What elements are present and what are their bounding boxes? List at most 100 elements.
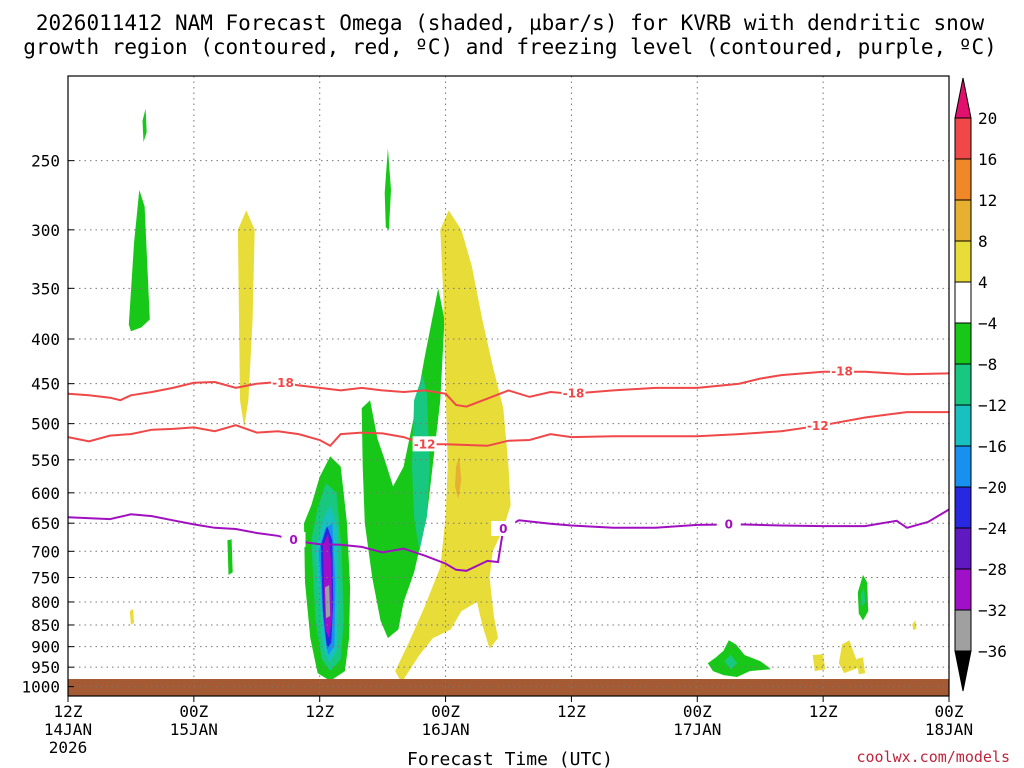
omega-region-yellow-small-835 xyxy=(129,609,135,625)
omega-region-green-upper-left xyxy=(128,189,150,332)
contour-label: -12 xyxy=(807,419,829,433)
contour-label-bg xyxy=(271,374,296,390)
y-tick-label: 350 xyxy=(31,279,60,298)
contour-line--12 xyxy=(67,411,949,448)
colorbar-label: 20 xyxy=(978,109,997,128)
y-tick-label: 550 xyxy=(31,451,60,470)
colorbar-bin xyxy=(954,322,972,365)
colorbar: 20 16 12 8 4 −4 −8 −12 −16 −20 −24 −28 −32 −36 xyxy=(954,77,1007,692)
colorbar-bin xyxy=(954,445,972,488)
x-tick-date-label: 18JAN xyxy=(925,720,973,739)
omega-region-teal-mid-plume xyxy=(412,375,430,552)
y-tick-label: 400 xyxy=(31,330,60,349)
contour-label: -18 xyxy=(563,386,585,400)
colorbar-label: −20 xyxy=(978,478,1007,497)
y-tick-label: 650 xyxy=(31,514,60,533)
contour-label-bg xyxy=(491,520,516,536)
credit-text: coolwx.com/models xyxy=(856,748,1010,766)
colorbar-label: −32 xyxy=(978,601,1007,620)
colorbar-bin xyxy=(954,158,972,201)
omega-region-teal-right-column xyxy=(860,587,866,607)
chart-title-line2: growth region (contoured, red, ºC) and f… xyxy=(23,35,997,59)
x-tick-time-label: 00Z xyxy=(179,702,208,721)
omega-region-green-thin-top xyxy=(142,108,147,142)
colorbar-bin xyxy=(954,486,972,529)
contour-label-bg xyxy=(830,363,855,379)
omega-region-green-mid-plume xyxy=(361,288,445,639)
y-tick-label: 950 xyxy=(31,658,60,677)
y-tick-label: 700 xyxy=(31,542,60,561)
x-tick-date-label: 16JAN xyxy=(421,720,469,739)
omega-region-yellow-right-b xyxy=(838,640,860,674)
y-tick-label: 250 xyxy=(31,152,60,171)
contour-line--18 xyxy=(67,370,950,408)
contour-label: 0 xyxy=(499,522,507,536)
x-tick-date-label: 14JAN xyxy=(44,720,92,739)
contour-label-bg xyxy=(716,516,741,532)
omega-region-teal-lower-right xyxy=(724,655,738,670)
colorbar-bin xyxy=(954,609,972,652)
y-tick-label: 1000 xyxy=(21,678,60,697)
x-tick-time-label: 12Z xyxy=(305,702,334,721)
x-axis-label: Forecast Time (UTC) xyxy=(407,749,613,768)
omega-region-yellow-column-450 xyxy=(237,210,255,428)
colorbar-label: −24 xyxy=(978,519,1007,538)
x-tick-year-label: 2026 xyxy=(49,738,88,757)
x-tick-time-label: 00Z xyxy=(431,702,460,721)
colorbar-bin xyxy=(954,568,972,611)
colorbar-bin xyxy=(954,527,972,570)
x-tick-time-label: 12Z xyxy=(54,702,83,721)
colorbar-bin xyxy=(954,281,972,324)
x-tick-date-label: 17JAN xyxy=(673,720,721,739)
contour-label: -12 xyxy=(414,437,436,451)
omega-region-green-small-710 xyxy=(227,539,233,575)
colorbar-label: −16 xyxy=(978,437,1007,456)
colorbar-label: −12 xyxy=(978,396,1007,415)
contour-label-bg xyxy=(805,417,830,433)
colorbar-bin xyxy=(954,363,972,406)
x-tick-time-label: 12Z xyxy=(809,702,838,721)
omega-region-yellow-right-c xyxy=(856,657,866,675)
colorbar-label: −4 xyxy=(978,314,997,333)
contour-label: 0 xyxy=(725,518,733,532)
x-tick-time-label: 00Z xyxy=(683,702,712,721)
omega-region-yellow-right-d xyxy=(912,620,917,631)
x-tick-time-label: 12Z xyxy=(557,702,586,721)
y-tick-label: 600 xyxy=(31,484,60,503)
y-axis-ticks: 250 300 350 400 450 500 550 600 650 700 750 800 850 9… xyxy=(21,152,74,697)
x-tick-date-label: 15JAN xyxy=(170,720,218,739)
omega-region-yellow-right-a xyxy=(812,654,826,672)
colorbar-label: −8 xyxy=(978,355,997,374)
contour-label-bg xyxy=(561,385,586,401)
contour-label: -18 xyxy=(831,365,853,379)
plot-background xyxy=(68,76,949,696)
contour-label: -18 xyxy=(272,376,294,390)
colorbar-bin xyxy=(954,199,972,242)
omega-region-green-lower-right xyxy=(707,640,771,677)
y-tick-label: 800 xyxy=(31,593,60,612)
contour-line-0 xyxy=(67,508,950,572)
y-tick-label: 750 xyxy=(31,568,60,587)
colorbar-label: −28 xyxy=(978,560,1007,579)
colorbar-label: 12 xyxy=(978,191,997,210)
colorbar-bin xyxy=(954,404,972,447)
chart-title-line1: 2026011412 NAM Forecast Omega (shaded, µ… xyxy=(36,11,985,35)
omega-region-green-spike-300 xyxy=(384,148,391,230)
colorbar-label: 8 xyxy=(978,232,988,251)
colorbar-bottom-arrow xyxy=(954,650,972,692)
colorbar-label: −36 xyxy=(978,642,1007,661)
colorbar-top-arrow xyxy=(954,77,972,119)
colorbar-bin xyxy=(954,240,972,283)
contour-label-bg xyxy=(281,532,306,548)
colorbar-label: 4 xyxy=(978,273,988,292)
contour-lines: -18 -18 -18 -12 -12 0 0 0 xyxy=(67,363,950,572)
omega-region-orange-tint xyxy=(455,456,462,500)
colorbar-label: 16 xyxy=(978,150,997,169)
y-tick-label: 300 xyxy=(31,221,60,240)
y-tick-label: 900 xyxy=(31,638,60,657)
x-tick-time-label: 00Z xyxy=(935,702,964,721)
terrain-ground xyxy=(68,679,949,696)
y-tick-label: 500 xyxy=(31,415,60,434)
plot-frame xyxy=(67,75,950,697)
